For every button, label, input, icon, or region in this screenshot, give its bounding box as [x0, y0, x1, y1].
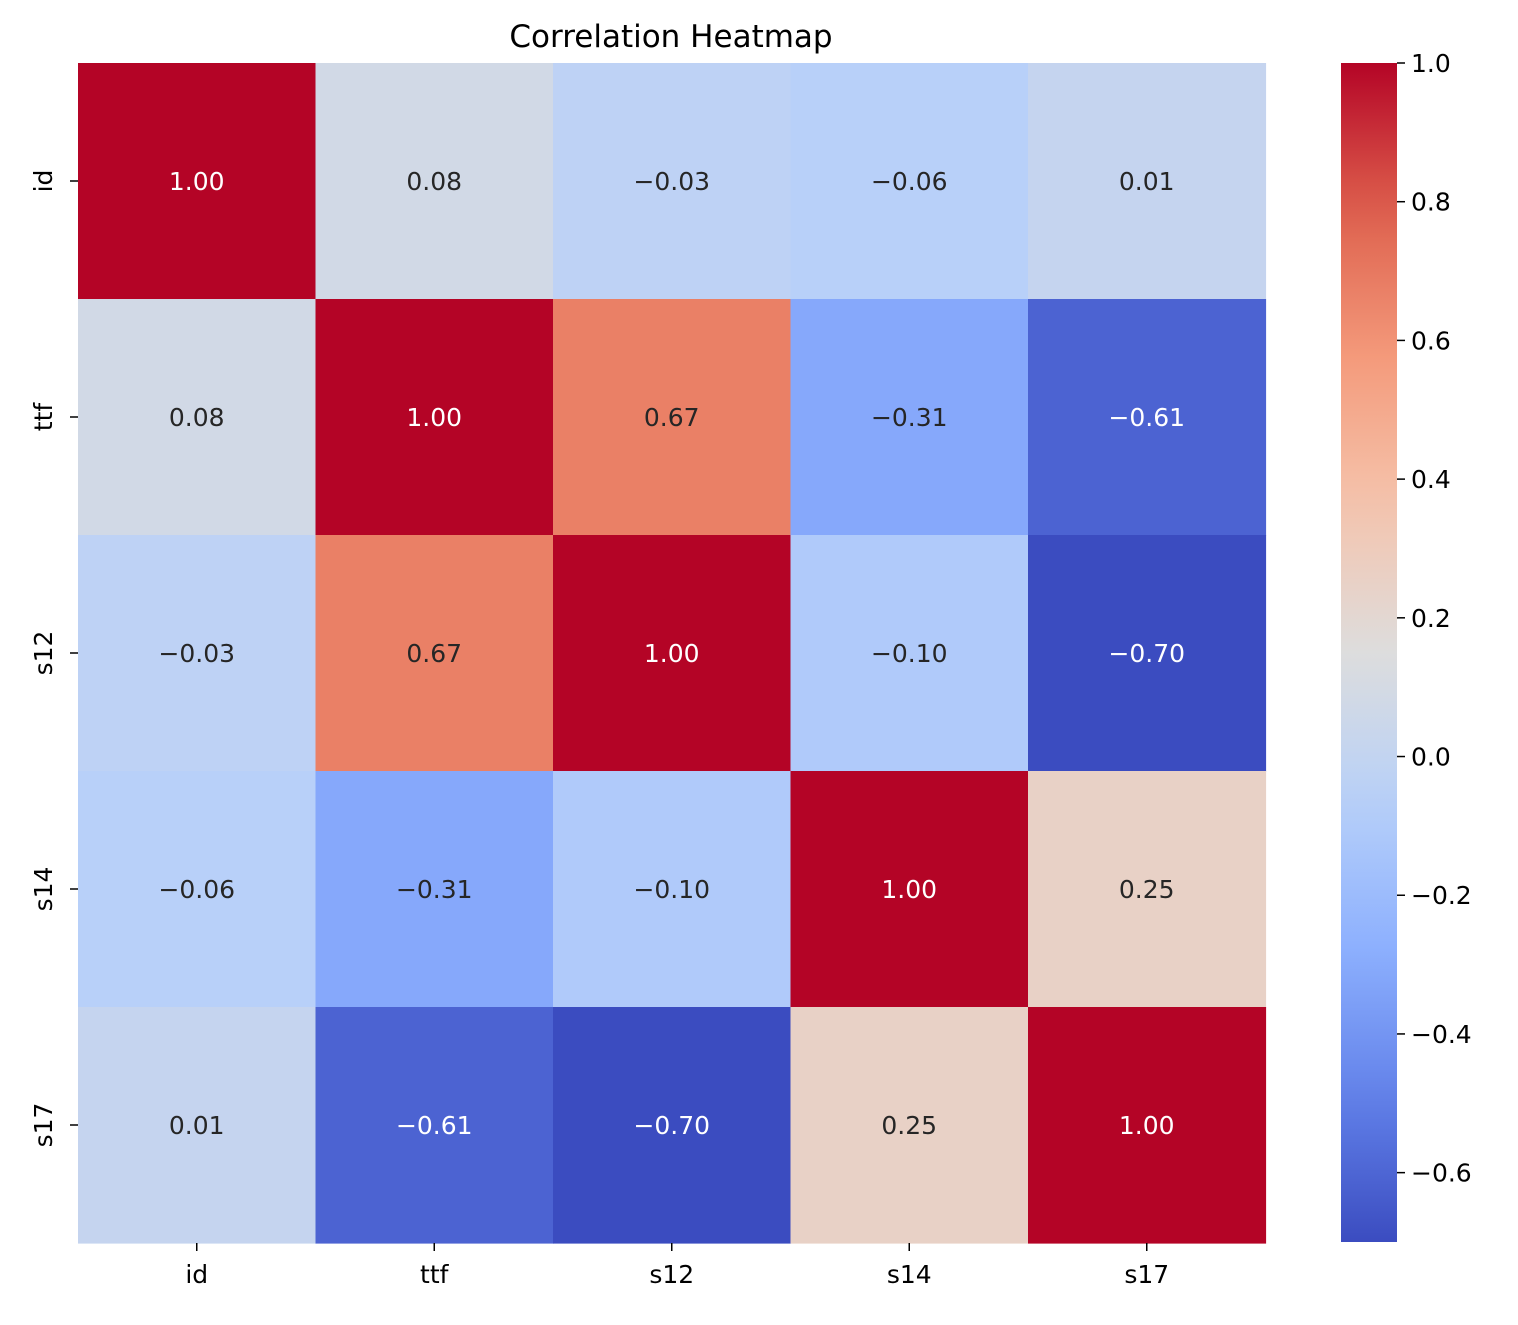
cell-annotation-0-1: 0.08 — [406, 167, 462, 196]
x-tick-label-ttf: ttf — [420, 1260, 450, 1289]
heatmap-cell-3-1 — [315, 771, 554, 1008]
cell-annotation-2-1: 0.67 — [406, 639, 462, 668]
cell-annotation-2-0: −0.03 — [158, 639, 235, 668]
cell-annotation-1-1: 1.00 — [406, 403, 462, 432]
cell-annotation-1-2: 0.67 — [644, 403, 700, 432]
cell-annotation-2-4: −0.70 — [1108, 639, 1185, 668]
heatmap-cell-0-3 — [790, 63, 1029, 300]
cell-annotation-4-3: 0.25 — [881, 1111, 937, 1140]
cell-annotation-0-2: −0.03 — [633, 167, 710, 196]
heatmap-cell-0-1 — [315, 63, 554, 300]
x-tick-label-s12: s12 — [649, 1260, 694, 1289]
heatmap-cell-2-2 — [553, 535, 792, 772]
colorbar-tick-label-0: 1.0 — [1411, 49, 1451, 78]
colorbar-tick-label-7: −0.4 — [1411, 1020, 1472, 1049]
heatmap-cell-1-4 — [1028, 299, 1267, 536]
cell-annotation-1-3: −0.31 — [871, 403, 948, 432]
y-tick-label-s17: s17 — [29, 1103, 58, 1148]
cell-annotation-0-3: −0.06 — [871, 167, 948, 196]
colorbar-tick-label-4: 0.2 — [1411, 604, 1451, 633]
y-tick-label-ttf: ttf — [29, 402, 58, 432]
cell-annotation-4-0: 0.01 — [169, 1111, 225, 1140]
colorbar-tick-label-6: −0.2 — [1411, 881, 1472, 910]
heatmap-cell-0-2 — [553, 63, 792, 300]
heatmap-cells: 1.00 0.08 −0.03 −0.06 0.01 0.08 1.00 0.67 −0.31 −… — [78, 63, 1267, 1244]
cell-annotation-3-1: −0.31 — [396, 875, 473, 904]
colorbar-gradient — [1341, 63, 1397, 1242]
heatmap-cell-0-4 — [1028, 63, 1267, 300]
y-tick-label-s12: s12 — [29, 631, 58, 676]
chart-title: Correlation Heatmap — [509, 19, 832, 55]
x-tick-label-s17: s17 — [1124, 1260, 1169, 1289]
heatmap-cell-2-4 — [1028, 535, 1267, 772]
cell-annotation-0-0: 1.00 — [169, 167, 225, 196]
heatmap-cell-3-2 — [553, 771, 792, 1008]
heatmap-cell-4-4 — [1028, 1007, 1267, 1244]
x-axis: id ttf s12 s14 s17 — [185, 1243, 1169, 1289]
cell-annotation-3-3: 1.00 — [881, 875, 937, 904]
x-tick-label-s14: s14 — [887, 1260, 932, 1289]
cell-annotation-4-1: −0.61 — [396, 1111, 473, 1140]
cell-annotation-1-4: −0.61 — [1108, 403, 1185, 432]
heatmap-cell-2-3 — [790, 535, 1029, 772]
colorbar: 1.0 0.8 0.6 0.4 0.2 0.0 −0.2 −0.4 −0.6 — [1341, 49, 1472, 1242]
colorbar-tick-label-2: 0.6 — [1411, 326, 1451, 355]
heatmap-cell-0-0 — [78, 63, 317, 300]
cell-annotation-1-0: 0.08 — [169, 403, 225, 432]
heatmap-cell-2-1 — [315, 535, 554, 772]
cell-annotation-3-4: 0.25 — [1119, 875, 1175, 904]
heatmap-cell-1-0 — [78, 299, 317, 536]
cell-annotation-2-3: −0.10 — [871, 639, 948, 668]
cell-annotation-0-4: 0.01 — [1119, 167, 1175, 196]
heatmap-cell-4-3 — [790, 1007, 1029, 1244]
cell-annotation-4-2: −0.70 — [633, 1111, 710, 1140]
heatmap-cell-2-0 — [78, 535, 317, 772]
heatmap-cell-3-3 — [790, 771, 1029, 1008]
cell-annotation-4-4: 1.00 — [1119, 1111, 1175, 1140]
heatmap-cell-4-0 — [78, 1007, 317, 1244]
cell-annotation-2-2: 1.00 — [644, 639, 700, 668]
y-tick-label-s14: s14 — [29, 867, 58, 912]
colorbar-tick-label-3: 0.4 — [1411, 465, 1451, 494]
colorbar-tick-label-8: −0.6 — [1411, 1159, 1472, 1188]
heatmap-cell-4-2 — [553, 1007, 792, 1244]
heatmap-cell-1-3 — [790, 299, 1029, 536]
y-tick-label-id: id — [29, 170, 58, 193]
x-tick-label-id: id — [185, 1260, 208, 1289]
colorbar-tick-label-5: 0.0 — [1411, 743, 1451, 772]
heatmap-cell-3-4 — [1028, 771, 1267, 1008]
heatmap-cell-3-0 — [78, 771, 317, 1008]
cell-annotation-3-2: −0.10 — [633, 875, 710, 904]
cell-annotation-3-0: −0.06 — [158, 875, 235, 904]
colorbar-tick-label-1: 0.8 — [1411, 188, 1451, 217]
y-axis: id ttf s12 s14 s17 — [29, 170, 78, 1148]
heatmap-cell-1-2 — [553, 299, 792, 536]
heatmap-cell-1-1 — [315, 299, 554, 536]
heatmap-cell-4-1 — [315, 1007, 554, 1244]
